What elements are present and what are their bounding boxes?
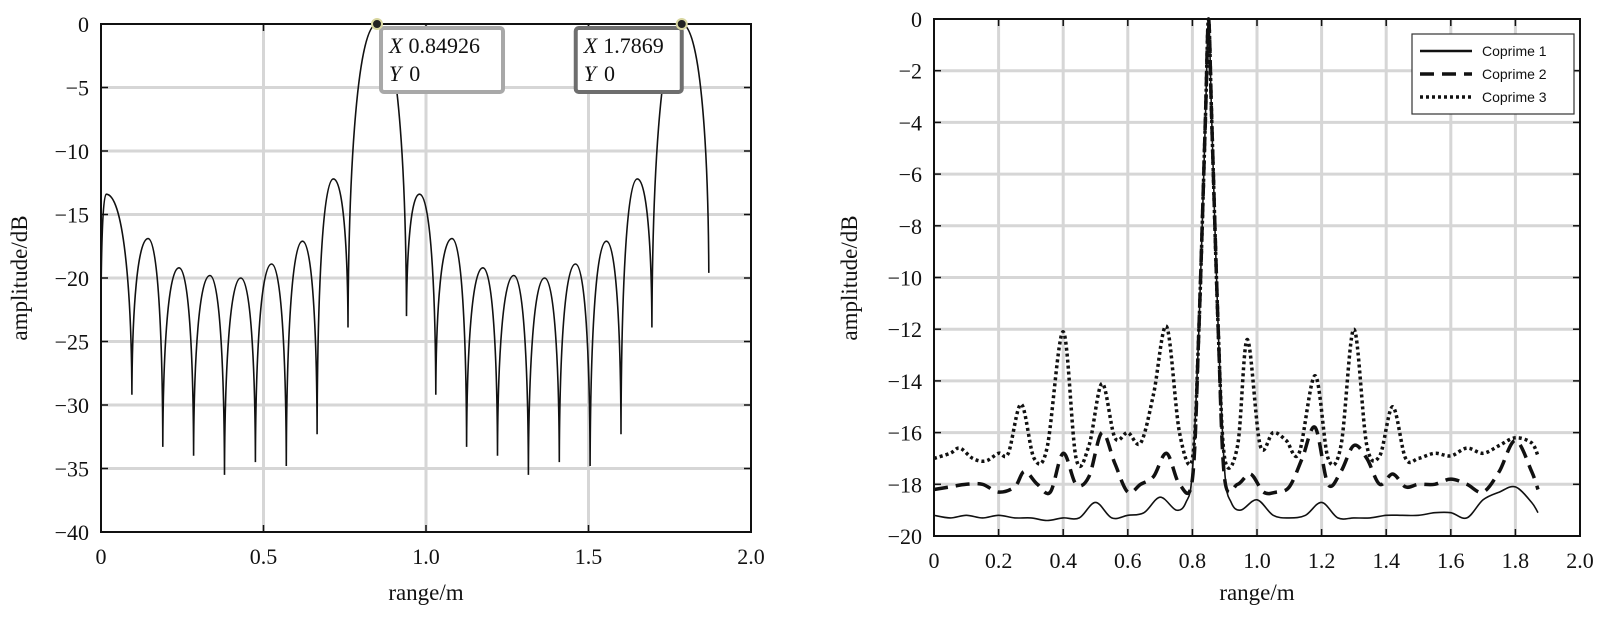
- x-tick-label: 0.4: [1049, 548, 1077, 573]
- y-tick-label: −10: [55, 139, 89, 164]
- x-tick-label: 2.0: [1566, 548, 1594, 573]
- legend-item[interactable]: Coprime 1: [1420, 43, 1547, 59]
- y-tick-label: −30: [55, 393, 89, 418]
- x-tick-label: 0.6: [1114, 548, 1142, 573]
- x-tick-label: 1.0: [412, 544, 440, 569]
- datatip-box: [573, 26, 684, 94]
- y-tick-label: −18: [888, 472, 922, 497]
- x-tick-label: 1.6: [1437, 548, 1465, 573]
- y-tick-label: −35: [55, 457, 89, 482]
- datatip-x-value: 0.84926: [408, 33, 480, 58]
- y-tick-label: −4: [899, 110, 922, 135]
- datatip-marker[interactable]: [371, 18, 384, 30]
- x-tick-label: 1.2: [1308, 548, 1336, 573]
- series-right: [933, 17, 1540, 522]
- x-axis-label-right: range/m: [1219, 580, 1294, 605]
- x-tick-label: 1.8: [1502, 548, 1530, 573]
- y-tick-label: −6: [899, 162, 922, 187]
- chart-right: 0 0.2 0.4 0.6 0.8 1.0 1.2 1.4 1.6 1.8 2.0 0 −2 −4 −6 −8…: [837, 7, 1594, 605]
- legend[interactable]: Coprime 1 Coprime 2 Coprime 3: [1411, 33, 1575, 115]
- datatip-x-label: X: [583, 33, 599, 58]
- y-tick-label: −20: [55, 266, 89, 291]
- y-axis-label-left: amplitude/dB: [7, 215, 32, 340]
- x-tick-label: 0.5: [250, 544, 278, 569]
- y-tick-label: −20: [888, 524, 922, 549]
- ticks-right: 0 0.2 0.4 0.6 0.8 1.0 1.2 1.4 1.6 1.8 2.0 0 −2 −4 −6 −8…: [888, 7, 1594, 573]
- y-tick-label: −14: [888, 369, 922, 394]
- x-tick-label: 1.0: [1243, 548, 1271, 573]
- x-tick-label: 2.0: [737, 544, 765, 569]
- datatip-y-label: Y: [584, 61, 599, 86]
- x-tick-label: 1.5: [575, 544, 603, 569]
- y-tick-label: −16: [888, 421, 922, 446]
- legend-label: Coprime 3: [1482, 89, 1547, 105]
- y-tick-label: −2: [899, 59, 922, 84]
- ticks-left: 0 0.5 1.0 1.5 2.0 0 −5 −10 −15 −20 −25 −30 −35 −40: [55, 12, 765, 569]
- x-tick-label: 0: [96, 544, 107, 569]
- datatip-x-line: X 1.7869: [583, 33, 664, 58]
- x-tick-label: 1.4: [1372, 548, 1400, 573]
- legend-item[interactable]: Coprime 3: [1420, 89, 1547, 105]
- datatip-y-value: 0: [604, 61, 615, 86]
- datatip-y-value: 0: [409, 61, 420, 86]
- y-tick-label: −15: [55, 203, 89, 228]
- datatip-box: [379, 26, 506, 94]
- x-tick-label: 0.2: [985, 548, 1013, 573]
- y-tick-label: −10: [888, 266, 922, 291]
- x-tick-label: 0.8: [1179, 548, 1207, 573]
- y-tick-label: −25: [55, 330, 89, 355]
- datatip-x-value: 1.7869: [603, 33, 664, 58]
- legend-label: Coprime 1: [1482, 43, 1547, 59]
- y-tick-label: −5: [66, 76, 89, 101]
- grid-left: [101, 24, 751, 532]
- x-tick-label: 0: [929, 548, 940, 573]
- series-line-left: [100, 23, 710, 475]
- series-line-coprime-1: [933, 18, 1539, 522]
- datatip-y-label: Y: [389, 61, 404, 86]
- legend-item[interactable]: Coprime 2: [1420, 66, 1547, 82]
- y-tick-label: −40: [55, 520, 89, 545]
- series-left: [100, 23, 710, 475]
- y-tick-label: 0: [78, 12, 89, 37]
- datatip-x-label: X: [388, 33, 404, 58]
- y-axis-label-right: amplitude/dB: [837, 215, 862, 340]
- legend-label: Coprime 2: [1482, 66, 1547, 82]
- y-tick-label: −12: [888, 317, 922, 342]
- datatip-marker[interactable]: [675, 18, 688, 30]
- datatip-x-line: X 0.84926: [388, 33, 480, 58]
- x-axis-label-left: range/m: [388, 580, 463, 605]
- y-tick-label: 0: [911, 7, 922, 32]
- legend-box: [1411, 33, 1575, 115]
- y-tick-label: −8: [899, 214, 922, 239]
